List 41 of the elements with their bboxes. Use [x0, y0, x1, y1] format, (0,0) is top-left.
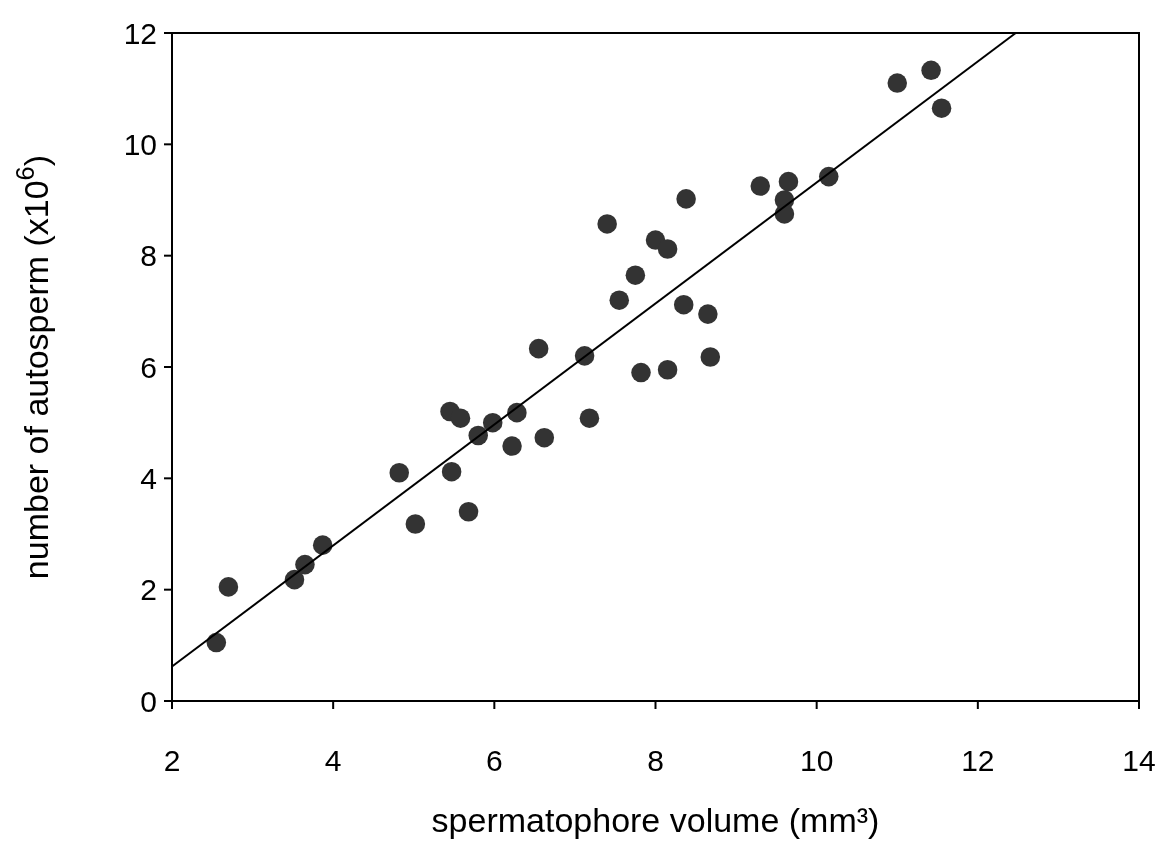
x-tick-label: 2	[163, 744, 181, 777]
point	[676, 189, 696, 209]
y-tick-label: 10	[123, 127, 157, 161]
point	[458, 501, 479, 522]
point	[657, 360, 678, 380]
point	[921, 60, 941, 81]
point	[206, 632, 227, 653]
point	[698, 304, 718, 324]
point	[405, 514, 426, 534]
y-tick-label: 0	[140, 684, 157, 718]
x-tick-label: 10	[799, 744, 834, 777]
y-tick-label: 2	[140, 573, 157, 607]
point	[700, 347, 721, 367]
point	[441, 461, 462, 482]
point	[887, 73, 908, 93]
point	[528, 338, 549, 359]
point	[218, 577, 239, 597]
y-tick-label: 12	[123, 16, 157, 50]
point	[502, 436, 522, 456]
point	[389, 463, 410, 483]
y-tick-label: 4	[140, 461, 157, 495]
point	[609, 290, 630, 310]
point	[750, 176, 771, 196]
x-axis-title: spermatophore volume (mm³)	[431, 801, 880, 839]
point	[657, 239, 678, 259]
x-tick-label: 12	[961, 744, 995, 777]
point	[450, 408, 471, 428]
x-tick-label: 14	[1122, 744, 1156, 777]
y-tick-label: 6	[140, 350, 157, 384]
point	[625, 265, 646, 285]
y-tick-label: 8	[140, 239, 157, 273]
point	[579, 408, 600, 428]
point	[631, 362, 651, 383]
point	[673, 294, 694, 315]
x-tick-label: 8	[647, 744, 664, 777]
x-tick-label: 6	[485, 744, 503, 777]
point	[778, 171, 799, 192]
x-tick-label: 4	[324, 744, 342, 777]
point	[597, 214, 617, 234]
point	[931, 98, 952, 118]
point	[534, 427, 555, 448]
